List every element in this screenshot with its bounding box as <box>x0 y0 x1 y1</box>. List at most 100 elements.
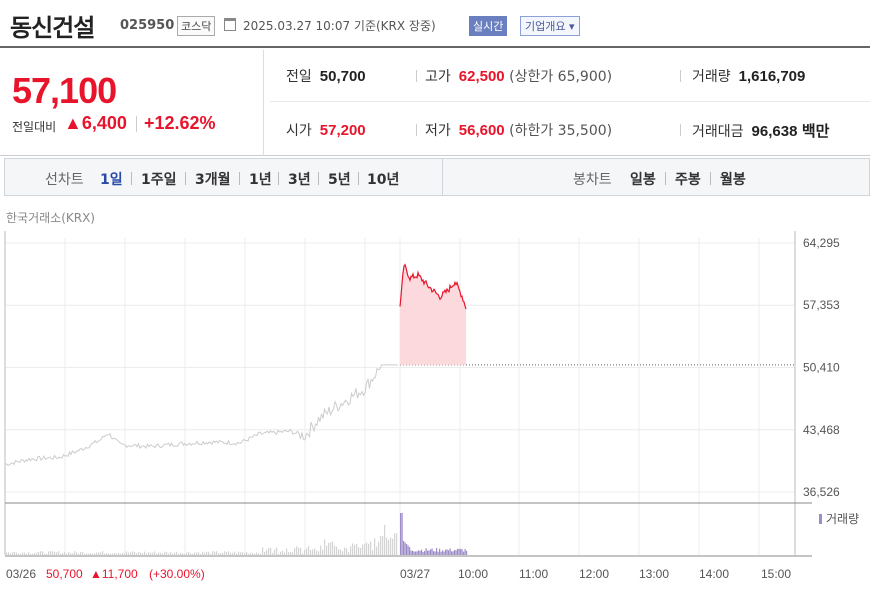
volume-bar <box>144 551 146 555</box>
volume-bar <box>463 551 465 555</box>
volume-bar <box>364 543 366 555</box>
volume-bar <box>44 553 46 555</box>
volume-bar <box>68 552 70 555</box>
volume-bar <box>10 553 12 555</box>
price-panel: 57,100 전일대비 ▲6,400 +12.62% 전일 50,700 고가 62… <box>0 50 870 156</box>
volume-bar <box>168 553 170 555</box>
volume-bar <box>354 544 356 555</box>
stat-label: 거래대금 <box>692 124 744 140</box>
volume-bar <box>206 551 208 555</box>
chart-footer: 03/26 50,700 ▲11,700 (+30.00%) <box>6 567 205 581</box>
volume-bar <box>336 546 338 555</box>
volume-bar <box>407 545 409 555</box>
volume-legend-swatch <box>819 514 822 524</box>
company-name[interactable]: 동신건설 <box>10 14 95 42</box>
volume-bar <box>220 553 222 555</box>
footer-pct: (+30.00%) <box>149 567 205 581</box>
volume-bar <box>242 552 244 555</box>
company-info-dropdown[interactable]: 기업개요 ▾ <box>520 16 580 36</box>
volume-bar <box>376 546 378 555</box>
candle-weekly[interactable]: 주봉 <box>675 172 701 188</box>
stat-open: 시가 57,200 <box>286 120 366 140</box>
volume-bar <box>270 547 272 555</box>
volume-bar <box>164 551 166 555</box>
period-3m[interactable]: 3개월 <box>195 172 231 188</box>
volume-bar <box>98 552 100 555</box>
volume-bar <box>356 543 358 555</box>
volume-bar <box>228 551 230 555</box>
volume-bar <box>449 548 451 555</box>
volume-bar <box>366 542 368 555</box>
realtime-badge[interactable]: 실시간 <box>469 16 508 36</box>
volume-bar <box>403 541 405 555</box>
volume-bar <box>186 552 188 555</box>
stat-value: 1,616,709 <box>738 68 806 85</box>
volume-bar <box>72 553 74 555</box>
volume-bar <box>180 552 182 555</box>
stat-amount: 거래대금 96,638 백만 <box>692 120 829 141</box>
divider <box>680 70 681 82</box>
stat-label: 거래량 <box>692 69 731 85</box>
stock-header: 동신건설 025950 코스닥 2025.03.27 10:07 기준(KRX … <box>0 0 870 48</box>
stat-high: 고가 62,500 (상한가 65,900) <box>425 66 612 86</box>
current-price-box: 57,100 전일대비 ▲6,400 +12.62% <box>4 50 264 156</box>
volume-bars <box>6 513 468 555</box>
volume-bar <box>158 552 160 555</box>
volume-bar <box>58 551 60 555</box>
volume-bar <box>238 551 240 555</box>
volume-bar <box>412 550 414 555</box>
period-1w[interactable]: 1주일 <box>141 172 177 188</box>
period-10y[interactable]: 10년 <box>367 172 400 188</box>
volume-bar <box>156 553 158 555</box>
prev-day-line <box>4 364 398 467</box>
volume-bar <box>204 552 206 555</box>
volume-bar <box>386 537 388 555</box>
period-3y[interactable]: 3년 <box>288 172 311 188</box>
volume-bar <box>122 552 124 555</box>
change-label: 전일대비 <box>12 120 57 134</box>
volume-bar <box>46 553 48 555</box>
volume-bar <box>120 553 122 555</box>
volume-bar <box>310 549 312 555</box>
candle-monthly[interactable]: 월봉 <box>720 172 746 188</box>
volume-bar <box>140 552 142 555</box>
footer-price: 50,700 <box>46 567 83 581</box>
volume-bar <box>410 550 412 555</box>
volume-bar <box>110 553 112 555</box>
volume-bar <box>362 544 364 555</box>
volume-bar <box>130 552 132 555</box>
volume-bar <box>160 552 162 555</box>
volume-bar <box>296 546 298 555</box>
volume-bar <box>394 533 396 555</box>
volume-bar <box>424 551 426 555</box>
stat-label: 시가 <box>286 123 312 139</box>
stat-label: 전일 <box>286 69 312 85</box>
volume-bar <box>216 551 218 555</box>
volume-bar <box>388 539 390 555</box>
divider <box>416 124 417 136</box>
period-1y[interactable]: 1년 <box>249 172 272 188</box>
volume-bar <box>26 553 28 555</box>
volume-bar <box>431 548 433 555</box>
volume-bar <box>292 552 294 555</box>
volume-bar <box>324 539 326 555</box>
volume-bar <box>442 550 444 555</box>
price-change: ▲6,400 <box>64 113 127 133</box>
volume-bar <box>6 552 8 555</box>
volume-bar <box>196 552 198 555</box>
period-1d[interactable]: 1일 <box>100 172 123 188</box>
volume-bar <box>272 552 274 555</box>
volume-bar <box>128 552 130 555</box>
x-axis-labels: 03/27 10:00 11:00 12:00 13:00 14:00 15:00 <box>400 567 791 581</box>
lower-limit: (하한가 35,500) <box>509 123 613 139</box>
volume-bar <box>262 547 264 555</box>
volume-bar <box>188 551 190 555</box>
stat-value: 56,600 <box>458 122 505 139</box>
volume-bar <box>282 550 284 555</box>
volume-bar <box>136 552 138 555</box>
volume-bar <box>126 551 128 555</box>
x-tick-label: 11:00 <box>519 567 548 581</box>
volume-bar <box>234 551 236 555</box>
candle-daily[interactable]: 일봉 <box>630 172 656 188</box>
period-5y[interactable]: 5년 <box>328 172 351 188</box>
